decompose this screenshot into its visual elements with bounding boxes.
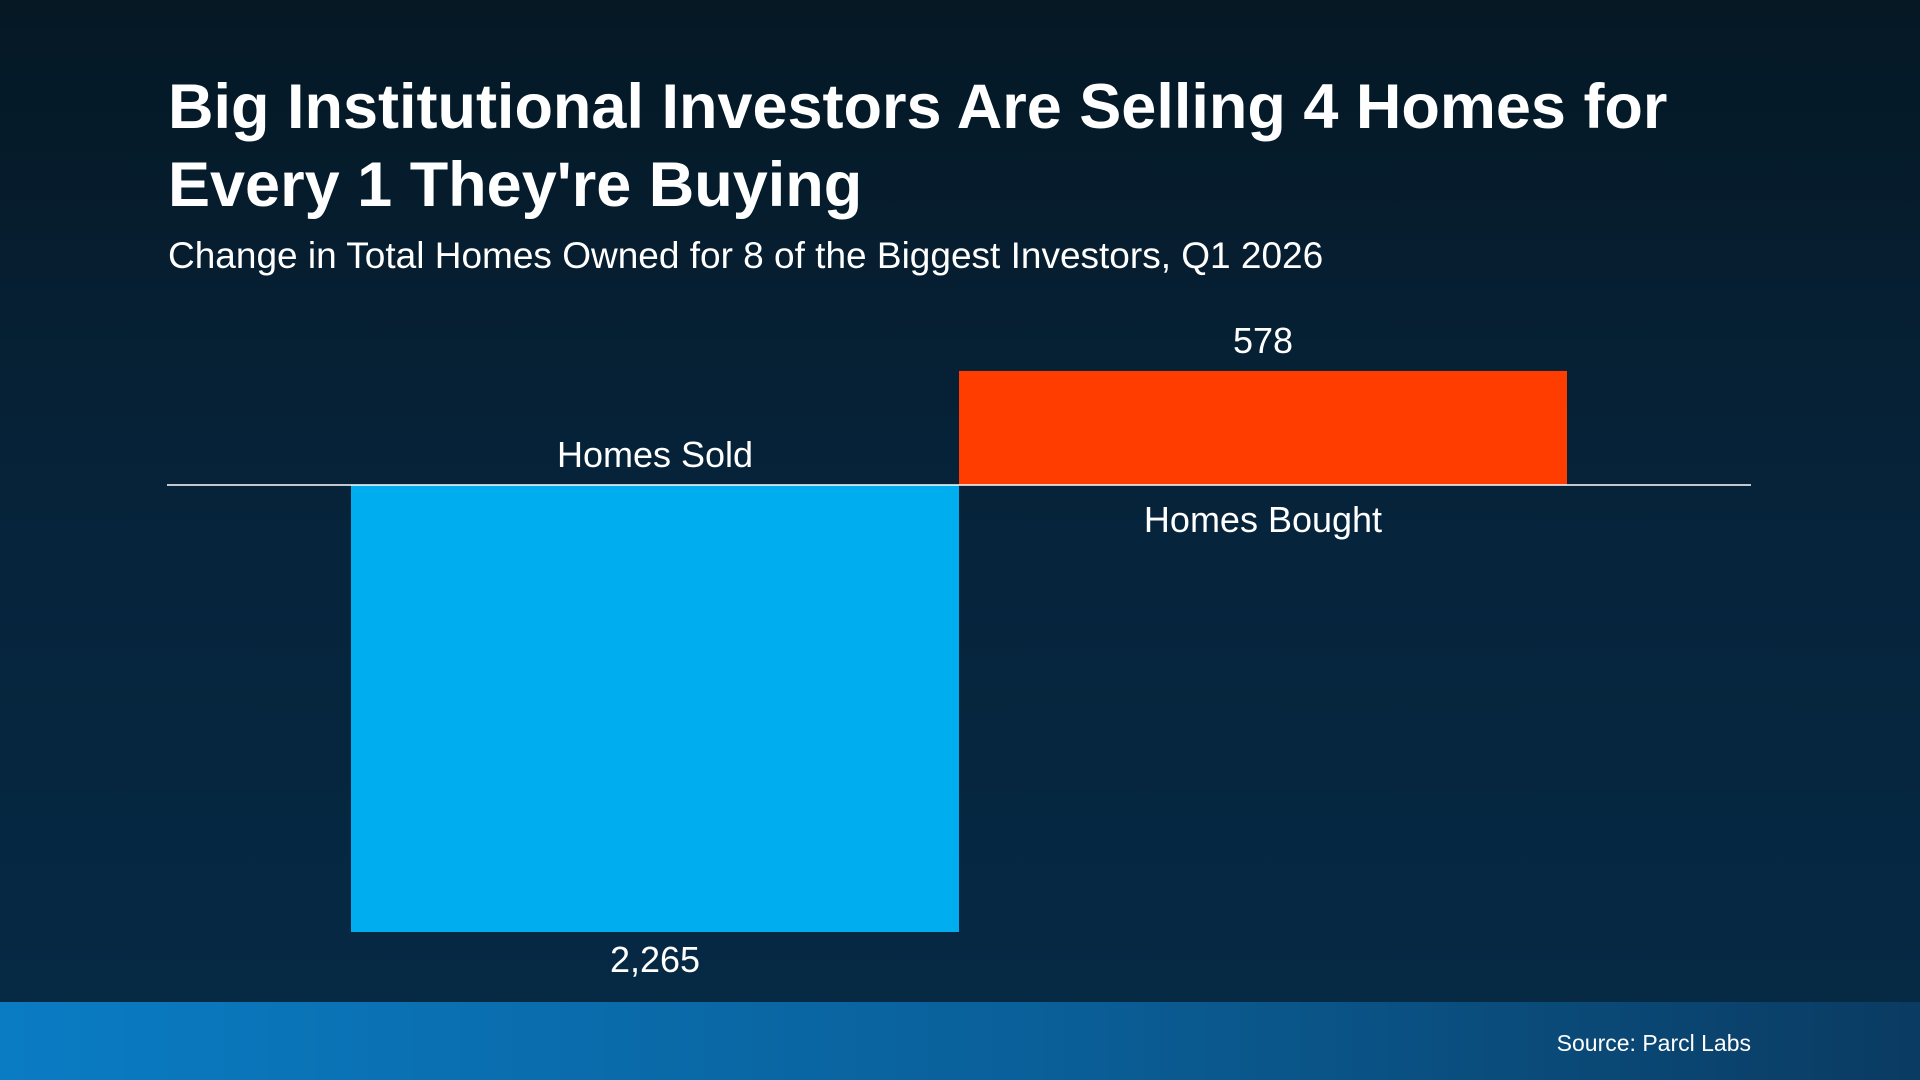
bar-homes-bought	[959, 370, 1567, 485]
chart-subtitle: Change in Total Homes Owned for 8 of the…	[168, 235, 1324, 276]
bar-homes-sold	[351, 485, 959, 932]
source-note: Source: Parcl Labs	[1556, 1030, 1751, 1056]
category-label: Homes Bought	[1144, 499, 1382, 540]
chart-title: Big Institutional Investors Are Selling …	[168, 72, 1668, 220]
data-label: 2,265	[610, 939, 700, 980]
data-label: 578	[1233, 320, 1293, 361]
category-label: Homes Sold	[557, 434, 753, 475]
footer-band: Source: Parcl Labs	[0, 1002, 1920, 1080]
